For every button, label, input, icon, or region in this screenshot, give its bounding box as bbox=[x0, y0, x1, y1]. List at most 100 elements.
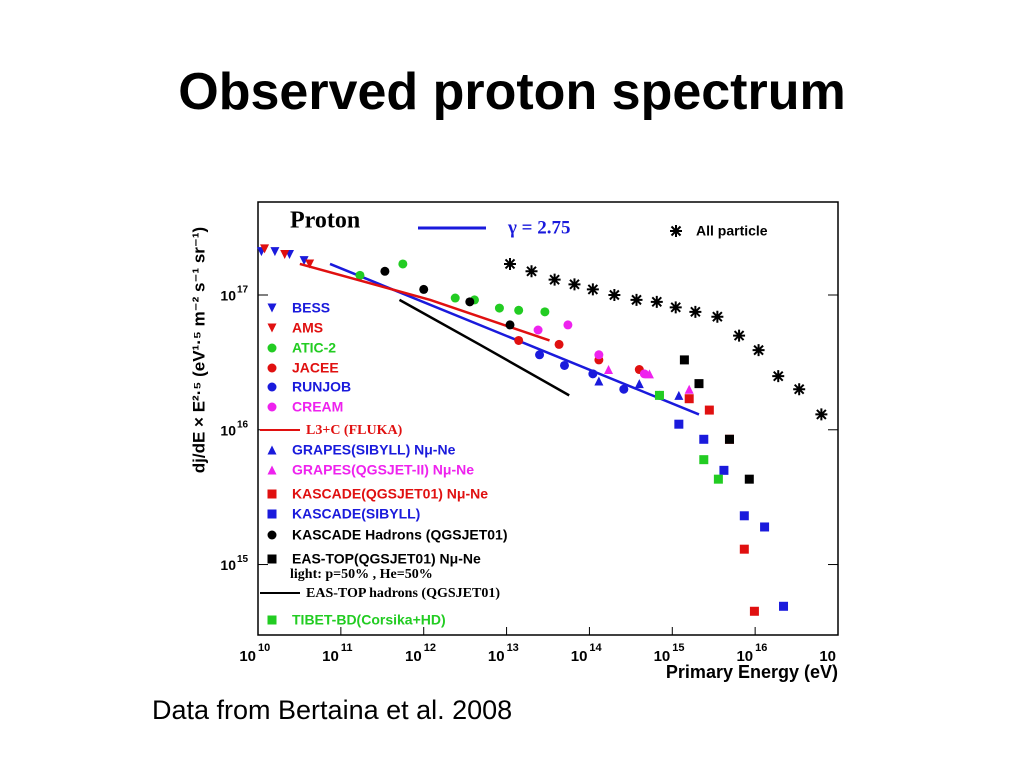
data-point bbox=[815, 408, 828, 421]
x-tick-exp: 15 bbox=[672, 642, 684, 654]
x-tick-label: 10 bbox=[488, 648, 505, 665]
data-point bbox=[608, 289, 621, 302]
data-point bbox=[505, 320, 515, 330]
data-point bbox=[674, 390, 684, 400]
legend-marker bbox=[267, 343, 277, 353]
data-point bbox=[684, 394, 694, 404]
legend-label: RUNJOB bbox=[292, 379, 351, 395]
data-point bbox=[699, 434, 709, 444]
y-tick-label: 10 bbox=[220, 288, 236, 304]
data-point bbox=[398, 259, 408, 269]
data-point bbox=[355, 270, 365, 280]
data-point bbox=[772, 370, 785, 383]
y-tick-exp: 16 bbox=[237, 419, 249, 430]
x-tick-exp: 14 bbox=[589, 642, 602, 654]
data-point bbox=[540, 307, 550, 317]
data-point bbox=[679, 355, 689, 365]
data-point bbox=[684, 384, 694, 394]
x-tick-label: 10 bbox=[405, 648, 422, 665]
x-tick-exp: 12 bbox=[424, 642, 436, 654]
data-point bbox=[604, 365, 614, 375]
data-point bbox=[779, 601, 789, 611]
data-point bbox=[586, 283, 599, 296]
x-tick-label: 10 bbox=[736, 648, 753, 665]
data-point bbox=[504, 257, 517, 270]
y-tick-exp: 17 bbox=[237, 285, 249, 296]
data-point bbox=[535, 350, 545, 360]
panel-title: Proton bbox=[290, 208, 360, 234]
legend-label: γ = 2.75 bbox=[507, 217, 570, 238]
legend-label: JACEE bbox=[292, 360, 339, 376]
x-tick-label: 10 bbox=[322, 648, 339, 665]
legend-label: ATIC-2 bbox=[292, 340, 336, 356]
plot-frame bbox=[257, 201, 839, 636]
legend-marker bbox=[670, 225, 682, 237]
data-point bbox=[305, 259, 315, 269]
data-point bbox=[563, 320, 573, 330]
data-point bbox=[619, 384, 629, 394]
data-point bbox=[533, 325, 543, 335]
legend-marker bbox=[267, 509, 277, 519]
x-tick-label: 10 bbox=[239, 648, 256, 665]
data-point bbox=[554, 339, 564, 349]
legend-marker bbox=[267, 489, 277, 499]
data-point bbox=[654, 390, 664, 400]
data-point bbox=[749, 606, 759, 616]
legend-label: KASCADE(SIBYLL) bbox=[292, 506, 420, 522]
data-point bbox=[669, 301, 682, 314]
data-point bbox=[280, 249, 290, 259]
legend-note: light: p=50% , He=50% bbox=[290, 567, 433, 582]
data-point bbox=[739, 544, 749, 554]
legend-label: AMS bbox=[292, 320, 323, 336]
x-tick-exp: 11 bbox=[341, 642, 353, 654]
data-point bbox=[793, 383, 806, 396]
x-tick-label: 10 bbox=[654, 648, 671, 665]
data-point bbox=[760, 522, 770, 532]
data-point bbox=[568, 278, 581, 291]
legend-marker bbox=[267, 303, 277, 313]
y-axis-label: dj/dE × E²·⁵ (eV¹·⁵ m⁻² s⁻¹ sr⁻¹) bbox=[189, 227, 208, 473]
legend-marker bbox=[267, 465, 277, 475]
legend-marker bbox=[267, 323, 277, 333]
x-tick-exp: 13 bbox=[507, 642, 519, 654]
fit-line bbox=[398, 298, 570, 397]
data-point bbox=[419, 284, 429, 294]
legend-marker bbox=[267, 445, 277, 455]
data-point bbox=[594, 350, 604, 360]
data-point bbox=[694, 379, 704, 389]
data-point bbox=[450, 293, 460, 303]
data-point bbox=[711, 310, 724, 323]
data-point bbox=[548, 273, 561, 286]
data-point bbox=[704, 405, 714, 415]
legend-marker bbox=[267, 402, 277, 412]
x-tick-exp: 10 bbox=[258, 642, 270, 654]
data-point bbox=[689, 305, 702, 318]
legend-label: All particle bbox=[696, 223, 768, 239]
legend-label: TIBET-BD(Corsika+HD) bbox=[292, 612, 446, 628]
y-tick-label: 10 bbox=[220, 557, 236, 573]
data-point bbox=[724, 434, 734, 444]
legend-label: EAS-TOP hadrons (QGSJET01) bbox=[306, 586, 500, 601]
legend-label: EAS-TOP(QGSJET01) Nμ-Ne bbox=[292, 551, 481, 567]
x-tick-exp: 16 bbox=[755, 642, 767, 654]
data-point bbox=[465, 297, 475, 307]
legend-marker bbox=[267, 615, 277, 625]
data-point bbox=[699, 455, 709, 465]
data-point bbox=[260, 244, 270, 254]
data-point bbox=[719, 465, 729, 475]
data-point bbox=[525, 265, 538, 278]
data-point bbox=[752, 344, 765, 357]
y-tick-exp: 15 bbox=[237, 554, 249, 565]
data-point bbox=[514, 305, 524, 315]
data-point bbox=[270, 247, 280, 257]
data-point bbox=[559, 360, 569, 370]
x-tick-label: 10 bbox=[819, 648, 836, 665]
slide-title: Observed proton spectrum bbox=[178, 63, 846, 121]
data-point bbox=[644, 369, 654, 379]
data-point bbox=[514, 335, 524, 345]
data-point bbox=[588, 369, 598, 379]
data-point bbox=[630, 293, 643, 306]
x-axis-label: Primary Energy (eV) bbox=[666, 662, 838, 682]
legend-marker bbox=[267, 382, 277, 392]
